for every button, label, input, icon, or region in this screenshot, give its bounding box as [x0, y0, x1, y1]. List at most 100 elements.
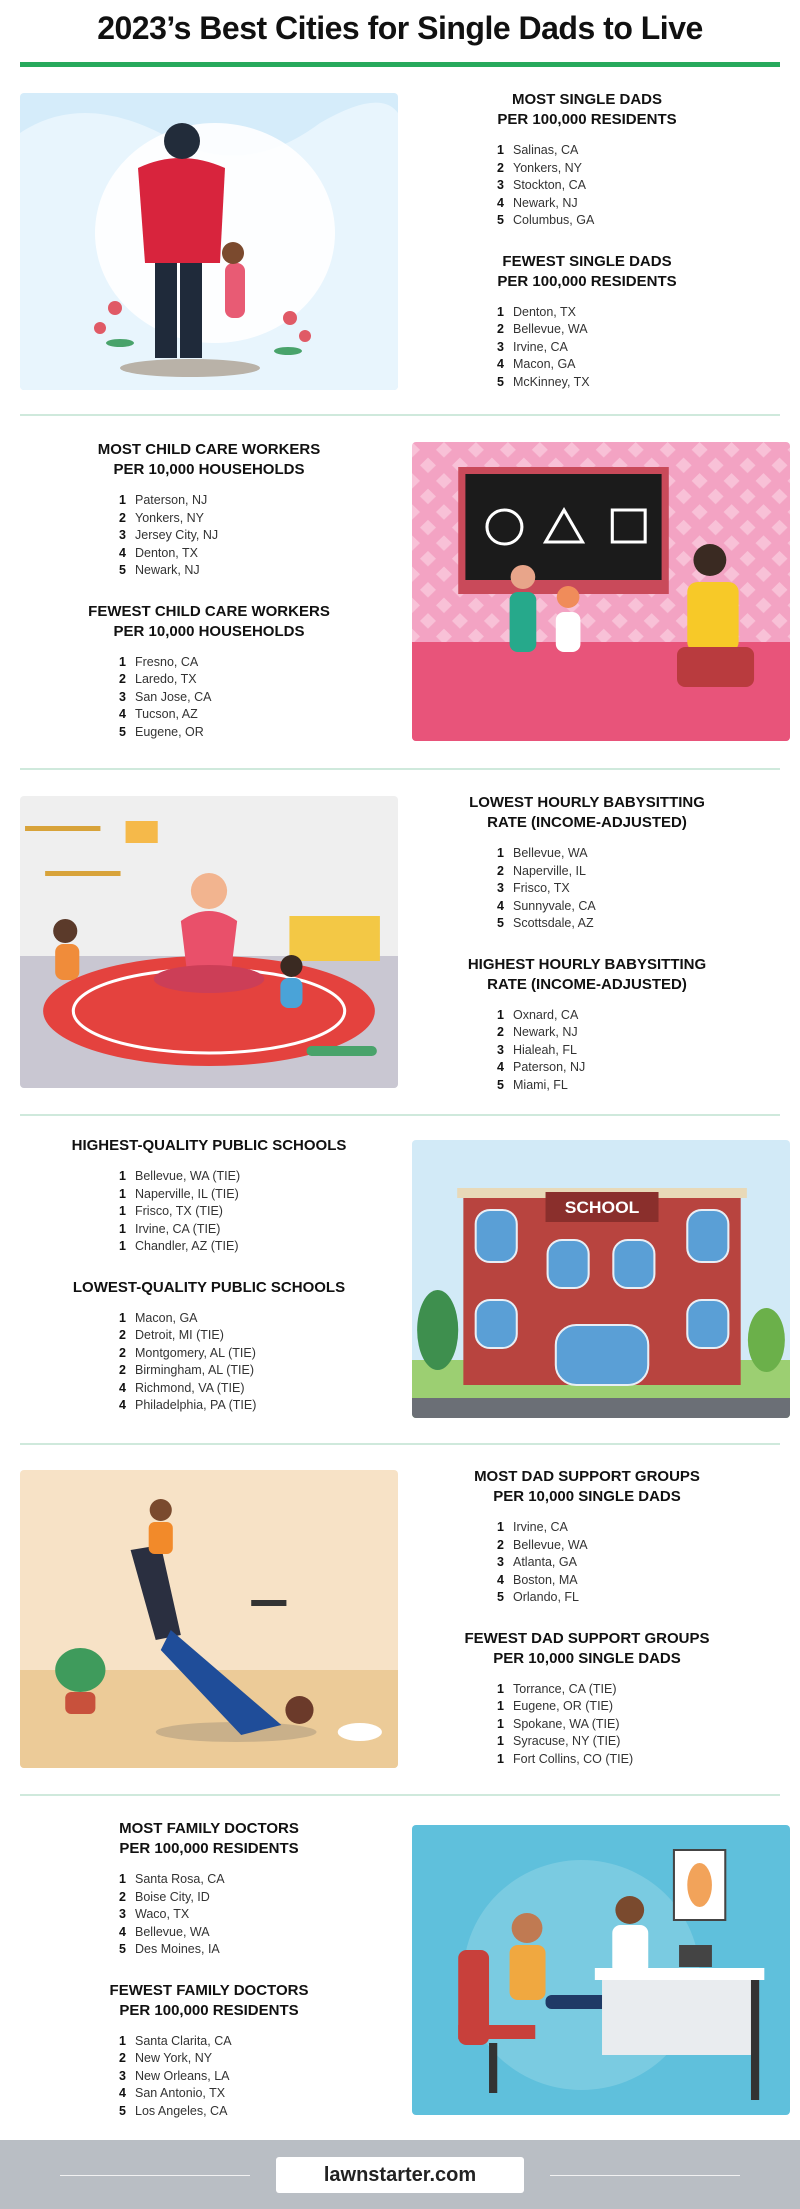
list-item: 4 Denton, TX — [119, 545, 199, 560]
list-item: 5 McKinney, TX — [497, 374, 590, 389]
brand-link[interactable]: lawnstarter.com — [276, 2157, 524, 2193]
babysitter-playroom-illustration — [20, 796, 398, 1088]
section-family-doctors-text: MOST FAMILY DOCTORS PER 100,000 RESIDENTS… — [20, 1819, 398, 2120]
list-item: 5 Eugene, OR — [119, 724, 204, 739]
list-item: 2 Birmingham, AL (TIE) — [119, 1363, 255, 1377]
dad-and-toddler-illustration — [20, 93, 398, 390]
list-item: 3 Irvine, CA — [497, 339, 568, 354]
list-lowest-quality-schools: LOWEST-QUALITY PUBLIC SCHOOLS 1 Macon, GA… — [20, 1278, 398, 1415]
list-title: LOWEST HOURLY BABYSITTING RATE (INCOME-AD… — [469, 794, 705, 831]
ranked-list: 1 Santa Rosa, CA 2 Boise City, ID 3 Waco, T… — [119, 1871, 299, 1959]
section-schools-text: HIGHEST-QUALITY PUBLIC SCHOOLS 1 Bellevue… — [20, 1136, 398, 1415]
dad-playing-with-child-illustration — [20, 1470, 398, 1768]
list-item: 4 Sunnyvale, CA — [497, 898, 596, 913]
list-item: 1 Santa Rosa, CA — [119, 1872, 225, 1886]
list-item: 3 Frisco, TX — [497, 881, 570, 895]
list-item: 1 Bellevue, WA — [497, 846, 588, 860]
list-item: 4 Paterson, NJ — [497, 1060, 586, 1074]
classroom-chalkboard-illustration — [412, 442, 790, 741]
title-underline — [20, 62, 780, 67]
footer-bar: lawnstarter.com — [0, 2140, 800, 2209]
ranked-list: 1 Irvine, CA 2 Bellevue, WA 3 Atlanta, GA 4… — [497, 1519, 677, 1607]
section-divider — [20, 414, 780, 416]
section-child-care-text: MOST CHILD CARE WORKERS PER 10,000 HOUSEH… — [20, 440, 398, 741]
list-title: MOST CHILD CARE WORKERS PER 10,000 HOUSEH… — [97, 441, 321, 478]
list-item: 5 Los Angeles, CA — [119, 2103, 228, 2118]
list-item: 5 Miami, FL — [497, 1077, 568, 1092]
list-item: 1 Fort Collins, CO (TIE) — [497, 1751, 634, 1766]
list-most-family-doctors: MOST FAMILY DOCTORS PER 100,000 RESIDENTS… — [20, 1819, 398, 1959]
school-sign-text: SCHOOL — [565, 1197, 640, 1217]
list-item: 4 Philadelphia, PA (TIE) — [119, 1398, 257, 1412]
list-title: LOWEST-QUALITY PUBLIC SCHOOLS — [72, 1278, 346, 1296]
list-item: 1 Santa Clarita, CA — [119, 2033, 232, 2048]
section-support-groups-text: MOST DAD SUPPORT GROUPS PER 10,000 SINGLE… — [398, 1467, 776, 1768]
list-title: FEWEST SINGLE DADS PER 100,000 RESIDENTS — [497, 252, 677, 290]
list-title: MOST DAD SUPPORT GROUPS PER 10,000 SINGLE… — [474, 1468, 700, 1505]
list-item: 4 Tucson, AZ — [119, 707, 198, 721]
list-fewest-family-doctors: FEWEST FAMILY DOCTORS PER 100,000 RESIDEN… — [20, 1981, 398, 2121]
list-item: 4 San Antonio, TX — [119, 2086, 226, 2100]
school-building-illustration: SCHOOL — [412, 1140, 790, 1418]
list-item: 5 Orlando, FL — [497, 1590, 580, 1604]
list-item: 1 Macon, GA — [119, 1310, 198, 1325]
list-title: MOST SINGLE DADS PER 100,000 RESIDENTS — [497, 91, 677, 128]
list-title: FEWEST CHILD CARE WORKERS PER 10,000 HOUS… — [88, 602, 330, 640]
list-item: 4 Bellevue, WA — [119, 1924, 210, 1939]
list-item: 2 Bellevue, WA — [497, 322, 588, 336]
list-item: 2 Laredo, TX — [119, 672, 197, 686]
list-fewest-dad-support-groups: FEWEST DAD SUPPORT GROUPS PER 10,000 SING… — [398, 1629, 776, 1769]
list-item: 1 Chandler, AZ (TIE) — [119, 1239, 239, 1253]
list-item: 5 Columbus, GA — [497, 213, 595, 227]
ranked-list: 1 Oxnard, CA 2 Newark, NJ 3 Hialeah, FL 4 Pa… — [497, 1007, 677, 1095]
ranked-list: 1 Macon, GA 2 Detroit, MI (TIE) 2 Montgomer… — [119, 1310, 299, 1415]
ranked-list: 1 Bellevue, WA (TIE) 1 Naperville, IL (TIE… — [119, 1168, 299, 1256]
list-item: 1 Salinas, CA — [497, 143, 579, 157]
list-item: 2 Boise City, ID — [119, 1889, 210, 1904]
list-item: 1 Denton, TX — [497, 304, 577, 319]
list-fewest-child-care-workers: FEWEST CHILD CARE WORKERS PER 10,000 HOUS… — [20, 602, 398, 742]
list-fewest-single-dads: FEWEST SINGLE DADS PER 100,000 RESIDENTS … — [398, 252, 776, 392]
list-highest-quality-schools: HIGHEST-QUALITY PUBLIC SCHOOLS 1 Bellevue… — [20, 1136, 398, 1256]
list-item: 1 Oxnard, CA — [497, 1007, 579, 1022]
list-item: 2 Newark, NJ — [497, 1025, 578, 1039]
list-title: MOST FAMILY DOCTORS PER 100,000 RESIDENTS — [119, 1820, 299, 1857]
list-item: 3 Jersey City, NJ — [119, 528, 219, 542]
list-item: 4 Richmond, VA (TIE) — [119, 1380, 245, 1395]
list-item: 3 New Orleans, LA — [119, 2068, 230, 2083]
ranked-list: 1 Paterson, NJ 2 Yonkers, NY 3 Jersey City,… — [119, 492, 299, 580]
footer-line-left — [60, 2175, 250, 2176]
list-item: 4 Newark, NJ — [497, 195, 578, 210]
list-title: FEWEST DAD SUPPORT GROUPS PER 10,000 SING… — [464, 1629, 710, 1667]
list-title: HIGHEST HOURLY BABYSITTING RATE (INCOME-A… — [467, 955, 707, 993]
list-lowest-babysitting-rate: LOWEST HOURLY BABYSITTING RATE (INCOME-AD… — [398, 793, 776, 933]
list-item: 2 Yonkers, NY — [497, 160, 583, 175]
list-item: 5 Newark, NJ — [119, 563, 200, 577]
list-item: 3 San Jose, CA — [119, 689, 212, 704]
list-item: 1 Fresno, CA — [119, 654, 199, 669]
list-item: 3 Hialeah, FL — [497, 1042, 577, 1057]
list-item: 4 Macon, GA — [497, 357, 576, 371]
section-babysitting-text: LOWEST HOURLY BABYSITTING RATE (INCOME-AD… — [398, 793, 776, 1094]
list-item: 2 New York, NY — [119, 2051, 213, 2065]
list-item: 1 Bellevue, WA (TIE) — [119, 1169, 241, 1183]
list-item: 5 Des Moines, IA — [119, 1942, 220, 1956]
list-item: 2 Bellevue, WA — [497, 1537, 588, 1552]
list-item: 1 Torrance, CA (TIE) — [497, 1681, 617, 1696]
doctor-visit-illustration — [412, 1825, 790, 2115]
section-divider — [20, 1794, 780, 1796]
list-item: 2 Montgomery, AL (TIE) — [119, 1345, 256, 1360]
page-title: 2023’s Best Cities for Single Dads to Li… — [97, 10, 703, 46]
list-item: 3 Waco, TX — [119, 1907, 190, 1921]
section-divider — [20, 1114, 780, 1116]
ranked-list: 1 Bellevue, WA 2 Naperville, IL 3 Frisco, T… — [497, 845, 677, 933]
list-item: 1 Spokane, WA (TIE) — [497, 1716, 620, 1731]
list-title: FEWEST FAMILY DOCTORS PER 100,000 RESIDEN… — [109, 1981, 309, 2019]
list-highest-babysitting-rate: HIGHEST HOURLY BABYSITTING RATE (INCOME-A… — [398, 955, 776, 1095]
ranked-list: 1 Salinas, CA 2 Yonkers, NY 3 Stockton, CA … — [497, 142, 677, 230]
section-divider — [20, 768, 780, 770]
